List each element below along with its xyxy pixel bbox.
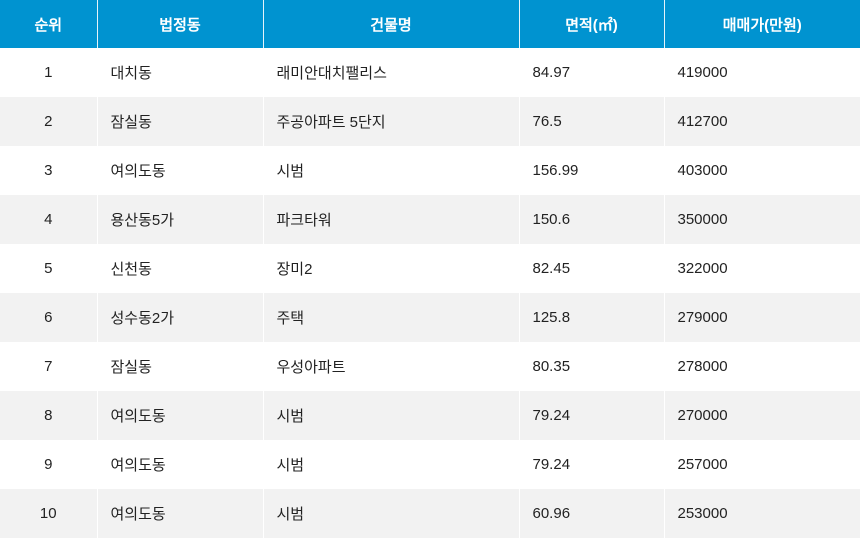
cell-district: 여의도동 — [96, 489, 263, 538]
cell-district: 잠실동 — [96, 97, 263, 146]
cell-rank: 8 — [0, 391, 97, 440]
cell-price: 257000 — [663, 440, 860, 489]
cell-building: 시범 — [262, 391, 519, 440]
cell-price: 419000 — [663, 48, 860, 97]
cell-rank: 6 — [0, 293, 97, 342]
cell-rank: 5 — [44, 260, 53, 277]
cell-price: 403000 — [663, 146, 860, 195]
header-price: 매매가(만원) — [663, 0, 860, 48]
cell-rank: 9 — [44, 456, 53, 473]
cell-price: 412700 — [663, 97, 860, 146]
table-row: 10 여의도동 시범 60.96 253000 — [0, 489, 860, 538]
cell-building: 주택 — [262, 293, 519, 342]
table-row: 2 잠실동 주공아파트 5단지 76.5 412700 — [0, 97, 860, 146]
cell-price: 350000 — [663, 195, 860, 244]
cell-rank: 4 — [0, 195, 97, 244]
cell-price: 278000 — [663, 342, 860, 391]
cell-price: 253000 — [663, 489, 860, 538]
cell-rank: 10 — [0, 489, 97, 538]
cell-area: 76.5 — [518, 97, 664, 146]
header-area: 면적(㎡) — [518, 0, 664, 48]
table-row: 4 용산동5가 파크타워 150.6 350000 — [0, 195, 860, 244]
cell-rank: 3 — [44, 162, 53, 179]
cell-area: 60.96 — [518, 489, 664, 538]
cell-area: 79.24 — [518, 440, 664, 489]
cell-building: 시범 — [262, 489, 519, 538]
cell-district: 여의도동 — [96, 391, 263, 440]
cell-district: 여의도동 — [96, 146, 263, 195]
cell-district: 여의도동 — [96, 440, 263, 489]
cell-area: 79.24 — [518, 391, 664, 440]
cell-area: 84.97 — [518, 48, 664, 97]
cell-area: 125.8 — [518, 293, 664, 342]
cell-area: 82.45 — [518, 244, 664, 293]
cell-building: 래미안대치팰리스 — [262, 48, 519, 97]
cell-district: 성수동2가 — [96, 293, 263, 342]
cell-building: 시범 — [262, 146, 519, 195]
table-row: 3 여의도동 시범 156.99 403000 — [0, 146, 860, 195]
header-building: 건물명 — [262, 0, 519, 48]
table-row: 9 여의도동 시범 79.24 257000 — [0, 440, 860, 489]
cell-district: 잠실동 — [96, 342, 263, 391]
cell-building: 장미2 — [262, 244, 519, 293]
cell-building: 파크타워 — [262, 195, 519, 244]
cell-rank: 1 — [44, 64, 53, 81]
cell-rank: 7 — [44, 358, 53, 375]
table-row: 5 신천동 장미2 82.45 322000 — [0, 244, 860, 293]
cell-district: 용산동5가 — [96, 195, 263, 244]
header-district: 법정동 — [96, 0, 263, 48]
table-row: 1 대치동 래미안대치팰리스 84.97 419000 — [0, 48, 860, 97]
table-row: 7 잠실동 우성아파트 80.35 278000 — [0, 342, 860, 391]
cell-price: 270000 — [663, 391, 860, 440]
cell-area: 80.35 — [518, 342, 664, 391]
header-rank: 순위 — [0, 0, 97, 48]
table-row: 6 성수동2가 주택 125.8 279000 — [0, 293, 860, 342]
table-row: 8 여의도동 시범 79.24 270000 — [0, 391, 860, 440]
cell-district: 대치동 — [96, 48, 263, 97]
cell-building: 우성아파트 — [262, 342, 519, 391]
cell-area: 156.99 — [518, 146, 664, 195]
cell-building: 시범 — [262, 440, 519, 489]
header-row: 순위 법정동 건물명 면적(㎡) 매매가(만원) — [0, 0, 860, 48]
cell-building: 주공아파트 5단지 — [262, 97, 519, 146]
cell-price: 322000 — [663, 244, 860, 293]
cell-district: 신천동 — [96, 244, 263, 293]
cell-price: 279000 — [663, 293, 860, 342]
cell-area: 150.6 — [518, 195, 664, 244]
cell-rank: 2 — [0, 97, 97, 146]
